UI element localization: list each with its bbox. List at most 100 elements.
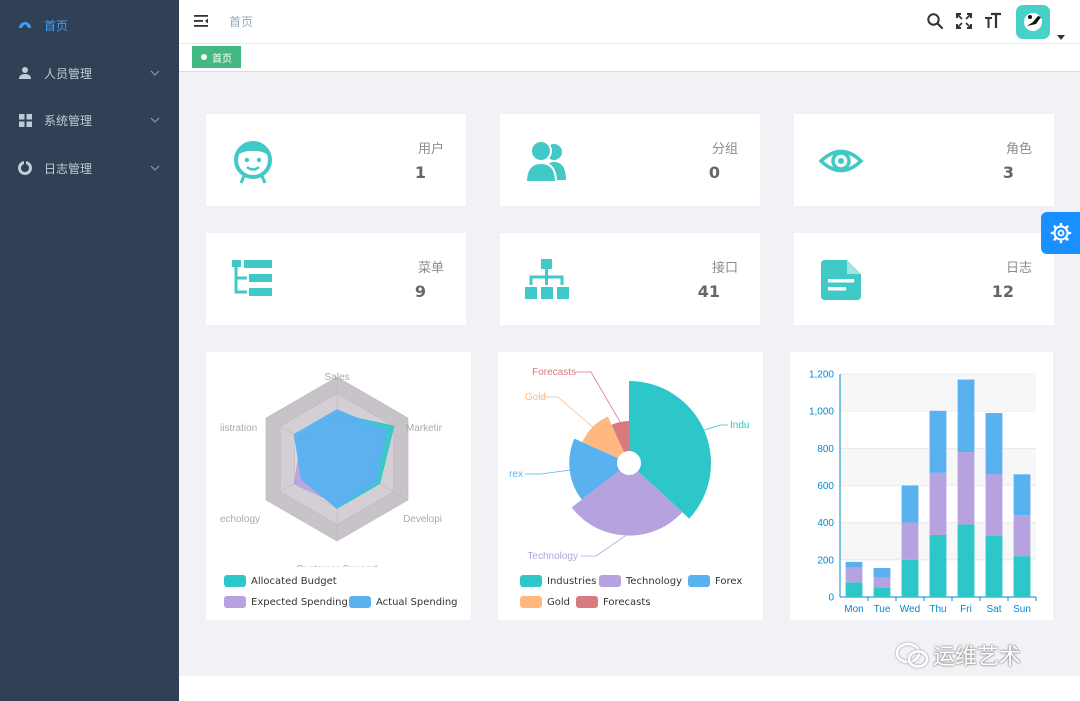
y-tick-label: 200 xyxy=(817,555,834,566)
x-tick-label: Mon xyxy=(844,604,863,615)
pie-label-line xyxy=(580,535,627,557)
legend-item-expected[interactable]: Expected Spending xyxy=(224,596,348,608)
bar-segment[interactable] xyxy=(873,587,891,597)
chevron-down-icon xyxy=(148,165,162,171)
sidebar-item-system[interactable]: 系统管理 xyxy=(0,96,179,144)
legend-label: Gold xyxy=(547,596,570,608)
font-size-icon[interactable] xyxy=(984,12,1002,30)
bar-segment[interactable] xyxy=(901,522,919,560)
pie-slice-2[interactable] xyxy=(569,438,620,500)
pie-slice-3[interactable] xyxy=(582,416,625,459)
y-tick-label: 600 xyxy=(817,481,834,492)
radar-indicator-label: Developi xyxy=(403,514,442,525)
card-logs[interactable]: 日志 12 xyxy=(794,233,1054,325)
y-tick-label: 1,200 xyxy=(809,370,834,381)
bar-segment[interactable] xyxy=(957,524,975,597)
radar-chart-card: Sales Marketir Developi Customer Support ech… xyxy=(206,352,471,620)
legend-item-forex[interactable]: Forex xyxy=(688,575,742,587)
tags-view: 首页 xyxy=(179,44,1080,72)
bar-segment[interactable] xyxy=(985,535,1003,597)
legend-label: Allocated Budget xyxy=(251,575,337,587)
sidebar-item-label: 首页 xyxy=(44,18,69,33)
sidebar-item-people[interactable]: 人员管理 xyxy=(0,49,179,97)
bar-segment[interactable] xyxy=(929,534,947,597)
bar-segment[interactable] xyxy=(929,410,947,473)
legend-item-gold[interactable]: Gold xyxy=(520,596,570,608)
bar-segment[interactable] xyxy=(957,379,975,453)
pie-label: Gold xyxy=(525,392,546,403)
document-icon xyxy=(818,257,864,303)
pie-slice-1[interactable] xyxy=(571,470,683,536)
bar-segment[interactable] xyxy=(957,452,975,525)
card-title: 接口 xyxy=(711,261,738,276)
card-title: 日志 xyxy=(1005,261,1032,276)
search-icon[interactable] xyxy=(926,12,944,30)
x-tick-label: Sun xyxy=(1013,604,1031,615)
breadcrumb: 首页 xyxy=(229,15,254,29)
legend-swatch xyxy=(520,575,542,587)
bar-segment[interactable] xyxy=(845,561,863,568)
wechat-icon xyxy=(895,642,929,668)
card-value: 1 xyxy=(414,163,426,182)
pie-slice-4[interactable] xyxy=(611,420,629,453)
watermark: 运维艺术 xyxy=(893,640,1053,670)
y-tick-label: 1,000 xyxy=(809,407,834,418)
radar-series-2[interactable] xyxy=(293,409,388,509)
card-groups[interactable]: 分组 0 xyxy=(500,114,760,206)
tree-table-icon xyxy=(230,257,276,303)
legend-item-industries[interactable]: Industries xyxy=(520,575,596,587)
card-title: 分组 xyxy=(711,142,738,157)
bar-segment[interactable] xyxy=(1013,556,1031,597)
pie-label: rex xyxy=(509,469,523,480)
caret-down-icon[interactable] xyxy=(1057,26,1065,40)
tree-icon xyxy=(524,257,570,303)
eye-icon xyxy=(818,138,864,184)
bar-segment[interactable] xyxy=(873,568,891,578)
sidebar-item-logs[interactable]: 日志管理 xyxy=(0,144,179,192)
legend-item-actual[interactable]: Actual Spending xyxy=(349,596,458,608)
pie-label-line xyxy=(542,396,593,428)
bar-segment[interactable] xyxy=(1013,474,1031,516)
grid-icon xyxy=(17,112,33,128)
user-icon xyxy=(17,65,33,81)
legend-item-allocated[interactable]: Allocated Budget xyxy=(224,575,337,587)
sidebar-item-home[interactable]: 首页 xyxy=(0,1,179,49)
bar-segment[interactable] xyxy=(845,582,863,597)
bar-grid-band xyxy=(840,374,1036,412)
y-tick-label: 400 xyxy=(817,518,834,529)
card-title: 菜单 xyxy=(417,261,444,276)
legend-label: Forex xyxy=(715,575,743,587)
y-tick-label: 800 xyxy=(817,444,834,455)
card-title: 用户 xyxy=(417,142,444,157)
bar-segment[interactable] xyxy=(901,485,919,523)
bar-chart: 0 200 400 600 800 1,000 1,200 Mon Tue Wed Thu Fri Sa… xyxy=(809,370,1037,615)
pie-label: Indu xyxy=(730,420,749,431)
card-value: 12 xyxy=(991,282,1014,301)
bar-segment[interactable] xyxy=(1013,515,1031,557)
card-users[interactable]: 用户 1 xyxy=(206,114,466,206)
tag-home[interactable]: 首页 xyxy=(192,46,241,68)
legend-swatch xyxy=(349,596,371,608)
hamburger-icon[interactable] xyxy=(193,13,209,29)
bar-segment[interactable] xyxy=(985,413,1003,475)
bar-segment[interactable] xyxy=(845,567,863,583)
bar-segment[interactable] xyxy=(985,474,1003,536)
avatar[interactable] xyxy=(1016,5,1050,39)
legend-item-technology[interactable]: Technology xyxy=(599,575,682,587)
card-title: 角色 xyxy=(1005,142,1032,157)
settings-button[interactable] xyxy=(1041,212,1080,254)
pie-slice-0[interactable] xyxy=(629,381,711,519)
bar-segment[interactable] xyxy=(901,559,919,597)
legend-item-forecasts[interactable]: Forecasts xyxy=(576,596,651,608)
watermark-text: 运维艺术 xyxy=(933,645,1022,670)
bar-segment[interactable] xyxy=(873,577,891,588)
tag-label: 首页 xyxy=(212,53,232,65)
legend-swatch xyxy=(688,575,710,587)
card-menus[interactable]: 菜单 9 xyxy=(206,233,466,325)
bar-segment[interactable] xyxy=(929,472,947,535)
card-apis[interactable]: 接口 41 xyxy=(500,233,760,325)
card-roles[interactable]: 角色 3 xyxy=(794,114,1054,206)
fullscreen-icon[interactable] xyxy=(955,12,973,30)
card-value: 0 xyxy=(708,163,720,182)
x-tick-label: Fri xyxy=(960,604,972,615)
